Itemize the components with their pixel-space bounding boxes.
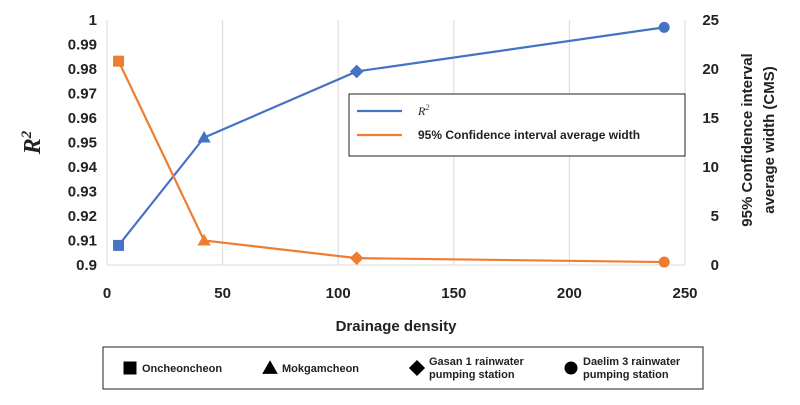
point-ci-circle xyxy=(658,256,670,268)
y-left-tick-label: 0.99 xyxy=(68,37,97,54)
y-left-tick-label: 0.92 xyxy=(68,208,97,225)
y-right-tick-label: 10 xyxy=(702,159,719,176)
symbol-label: Oncheoncheon xyxy=(142,363,222,375)
y-right-tick-label: 15 xyxy=(702,110,719,127)
y-left-tick-label: 0.97 xyxy=(68,86,97,103)
symbol-legend-box xyxy=(102,346,704,390)
point-r2-diamond xyxy=(349,64,364,79)
x-tick-label: 50 xyxy=(214,285,231,302)
y-right-tick-label: 0 xyxy=(711,257,719,274)
point-ci-square xyxy=(113,55,125,67)
symbol-label: Mokgamcheon xyxy=(282,363,359,375)
y-left-axis-title: R2 xyxy=(19,130,46,155)
symbol-circle-icon xyxy=(564,361,578,375)
symbol-legend: Oncheoncheon Mokgamcheon Gasan 1 rainwater… xyxy=(102,346,704,390)
point-r2-triangle xyxy=(197,131,211,143)
symbol-triangle-icon xyxy=(262,360,278,374)
y-left-tick-label: 0.95 xyxy=(68,135,97,152)
symbol-diamond-icon xyxy=(408,359,426,377)
symbol-square-icon xyxy=(123,361,137,375)
legend-label-r2: R2 xyxy=(417,103,429,118)
symbol-label: Daelim 3 rainwater pumping station xyxy=(583,356,681,381)
y-left-tick-label: 0.91 xyxy=(68,233,97,250)
y-right-tick-label: 5 xyxy=(711,208,719,225)
series-layer xyxy=(113,21,670,268)
y-left-tick-label: 0.93 xyxy=(68,184,97,201)
legend-label-ci: 95% Confidence interval average width xyxy=(418,128,640,142)
y-left-tick-label: 0.98 xyxy=(68,61,97,78)
symbol-label: Gasan 1 rainwater pumping station xyxy=(429,356,524,381)
x-axis-title: Drainage density xyxy=(336,318,458,335)
series-line-ci-width xyxy=(117,60,665,264)
point-ci-diamond xyxy=(349,251,364,265)
legend: R2 95% Confidence interval average width xyxy=(348,93,686,157)
x-tick-label: 200 xyxy=(557,285,582,302)
y-left-tick-label: 0.9 xyxy=(76,257,97,274)
x-tick-label: 0 xyxy=(103,285,111,302)
point-r2-circle xyxy=(658,21,670,33)
y-left-tick-label: 0.94 xyxy=(68,159,98,176)
legend-box xyxy=(348,93,686,157)
y-left-tick-label: 0.96 xyxy=(68,110,97,127)
y-right-axis-title: 95% Confidence interval average width (CM… xyxy=(739,53,778,226)
x-tick-label: 150 xyxy=(441,285,466,302)
series-line-r2 xyxy=(117,26,665,247)
point-r2-square xyxy=(113,239,125,251)
y-right-tick-label: 25 xyxy=(702,12,719,29)
x-tick-label: 100 xyxy=(326,285,351,302)
y-right-tick-label: 20 xyxy=(702,61,719,78)
point-ci-triangle xyxy=(197,233,211,246)
axes: 0 50 100 150 200 2500.90.910.920.930.940.950.… xyxy=(19,12,778,335)
y-left-tick-label: 1 xyxy=(89,12,97,29)
x-tick-label: 250 xyxy=(672,285,697,302)
